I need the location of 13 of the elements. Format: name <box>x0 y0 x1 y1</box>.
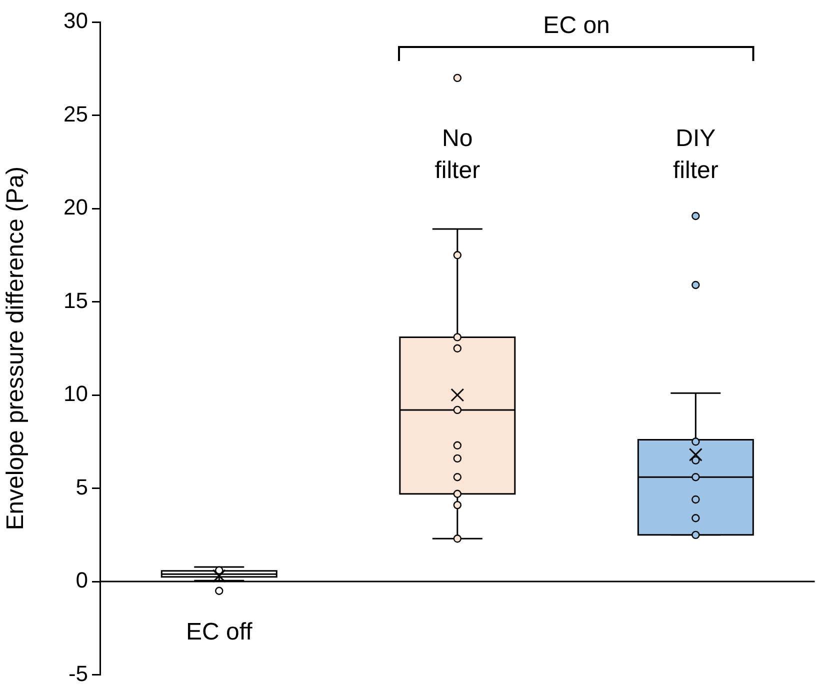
y-tick-label: 15 <box>64 288 88 313</box>
y-tick-label: -5 <box>68 660 88 686</box>
y-tick-label: 25 <box>64 101 88 126</box>
annotation: EC on <box>543 12 610 40</box>
y-axis-title: Envelope pressure difference (Pa) <box>2 166 30 530</box>
y-tick-label: 10 <box>64 381 88 406</box>
y-tick-label: 20 <box>64 194 88 220</box>
y-tick-label: 30 <box>64 8 88 34</box>
y-tick-label: 5 <box>76 474 88 500</box>
x-tick-label: No filter <box>434 125 480 184</box>
y-tick-label: 0 <box>76 568 88 593</box>
x-tick-label: DIY filter <box>672 125 718 184</box>
x-tick-label: EC off <box>186 618 253 646</box>
